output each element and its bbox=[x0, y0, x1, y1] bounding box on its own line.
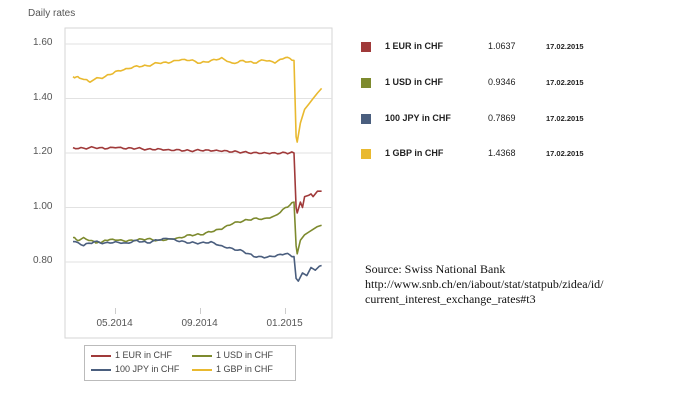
rate-label-gbp: 1 GBP in CHF bbox=[385, 148, 444, 158]
rate-label-jpy: 100 JPY in CHF bbox=[385, 113, 451, 123]
rate-row-gbp: 1 GBP in CHF 1.4368 17.02.2015 bbox=[357, 147, 677, 163]
source-url-line2[interactable]: current_interest_exchange_rates#t3 bbox=[365, 292, 536, 306]
rate-row-usd: 1 USD in CHF 0.9346 17.02.2015 bbox=[357, 76, 677, 92]
rate-date-eur: 17.02.2015 bbox=[546, 42, 584, 51]
series-line-jpy bbox=[72, 237, 322, 282]
y-tick-label: 1.60 bbox=[33, 37, 53, 48]
x-tick-label: 05.2014 bbox=[96, 318, 133, 329]
rate-label-eur: 1 EUR in CHF bbox=[385, 41, 444, 51]
series-line-eur bbox=[72, 145, 322, 214]
rate-swatch-jpy bbox=[361, 114, 371, 124]
legend-swatch-jpy bbox=[91, 368, 111, 371]
rate-value-jpy: 0.7869 bbox=[488, 113, 516, 123]
rate-label-usd: 1 USD in CHF bbox=[385, 77, 444, 87]
series-line-usd bbox=[72, 201, 322, 255]
legend-item-eur[interactable]: 1 EUR in CHF bbox=[91, 350, 172, 360]
x-tick-label: 01.2015 bbox=[266, 318, 303, 329]
source-title: Source: Swiss National Bank bbox=[365, 262, 506, 276]
rate-swatch-gbp bbox=[361, 149, 371, 159]
y-tick-label: 1.00 bbox=[33, 200, 53, 212]
rate-swatch-eur bbox=[361, 42, 371, 52]
legend-item-jpy[interactable]: 100 JPY in CHF bbox=[91, 364, 179, 374]
y-tick-label: 1.40 bbox=[33, 91, 53, 103]
legend-label-jpy: 100 JPY in CHF bbox=[115, 364, 180, 374]
legend-item-gbp[interactable]: 1 GBP in CHF bbox=[192, 364, 273, 374]
rate-date-jpy: 17.02.2015 bbox=[546, 114, 584, 123]
rate-row-jpy: 100 JPY in CHF 0.7869 17.02.2015 bbox=[357, 112, 677, 128]
rate-value-eur: 1.0637 bbox=[488, 41, 516, 51]
x-tick-label: 09.2014 bbox=[181, 318, 218, 329]
legend-label-eur: 1 EUR in CHF bbox=[115, 350, 173, 360]
rate-value-gbp: 1.4368 bbox=[488, 148, 516, 158]
series-line-gbp bbox=[72, 56, 323, 143]
legend-swatch-eur bbox=[91, 354, 111, 357]
rate-date-usd: 17.02.2015 bbox=[546, 78, 584, 87]
legend-swatch-gbp bbox=[192, 368, 212, 371]
legend-item-usd[interactable]: 1 USD in CHF bbox=[192, 350, 273, 360]
legend-swatch-usd bbox=[192, 354, 212, 357]
x-tick-marks bbox=[115, 308, 286, 314]
y-tick-label: 1.20 bbox=[33, 146, 53, 157]
legend-label-gbp: 1 GBP in CHF bbox=[216, 364, 273, 374]
rate-swatch-usd bbox=[361, 78, 371, 88]
source-url-line1[interactable]: http://www.snb.ch/en/iabout/stat/statpub… bbox=[365, 277, 604, 291]
source-note: Source: Swiss National Bank http://www.s… bbox=[365, 262, 695, 307]
rate-value-usd: 0.9346 bbox=[488, 77, 516, 87]
rate-row-eur: 1 EUR in CHF 1.0637 17.02.2015 bbox=[357, 40, 677, 56]
rate-date-gbp: 17.02.2015 bbox=[546, 149, 584, 158]
legend-label-usd: 1 USD in CHF bbox=[216, 350, 274, 360]
panel-title: Daily rates bbox=[28, 8, 76, 19]
series-lines bbox=[72, 56, 323, 282]
y-tick-label: 0.80 bbox=[33, 255, 53, 266]
chart-legend: 1 EUR in CHF 1 USD in CHF 100 JPY in CHF… bbox=[84, 345, 296, 381]
plot-frame bbox=[64, 27, 333, 339]
